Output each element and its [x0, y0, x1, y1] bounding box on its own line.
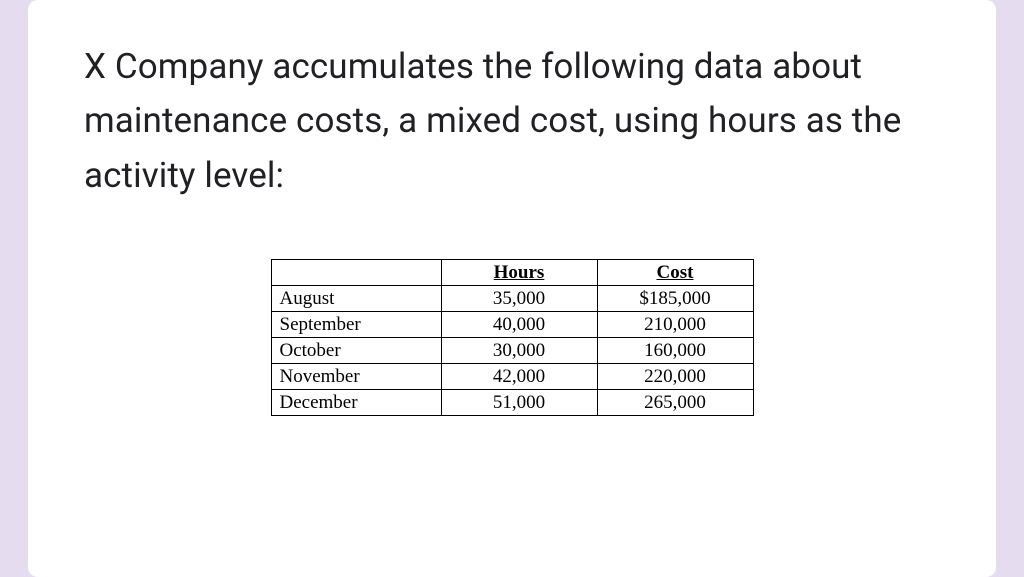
cell-cost: 220,000 [597, 363, 753, 389]
table-row: October 30,000 160,000 [271, 337, 753, 363]
content-card: X Company accumulates the following data… [28, 0, 996, 577]
cell-month: September [271, 311, 441, 337]
cell-hours: 30,000 [441, 337, 597, 363]
cell-cost: 210,000 [597, 311, 753, 337]
table-header-blank [271, 259, 441, 285]
cell-hours: 35,000 [441, 285, 597, 311]
cell-cost: $185,000 [597, 285, 753, 311]
cell-hours: 51,000 [441, 389, 597, 415]
table-row: November 42,000 220,000 [271, 363, 753, 389]
table-header-row: Hours Cost [271, 259, 753, 285]
data-table: Hours Cost August 35,000 $185,000 Septem… [271, 259, 754, 416]
table-row: August 35,000 $185,000 [271, 285, 753, 311]
table-header-cost: Cost [597, 259, 753, 285]
cell-hours: 40,000 [441, 311, 597, 337]
cell-cost: 265,000 [597, 389, 753, 415]
cell-cost: 160,000 [597, 337, 753, 363]
cell-month: December [271, 389, 441, 415]
cell-hours: 42,000 [441, 363, 597, 389]
table-header-hours: Hours [441, 259, 597, 285]
cell-month: October [271, 337, 441, 363]
table-row: September 40,000 210,000 [271, 311, 753, 337]
cell-month: November [271, 363, 441, 389]
cell-month: August [271, 285, 441, 311]
table-row: December 51,000 265,000 [271, 389, 753, 415]
question-prompt: X Company accumulates the following data… [84, 40, 940, 203]
table-container: Hours Cost August 35,000 $185,000 Septem… [84, 259, 940, 416]
